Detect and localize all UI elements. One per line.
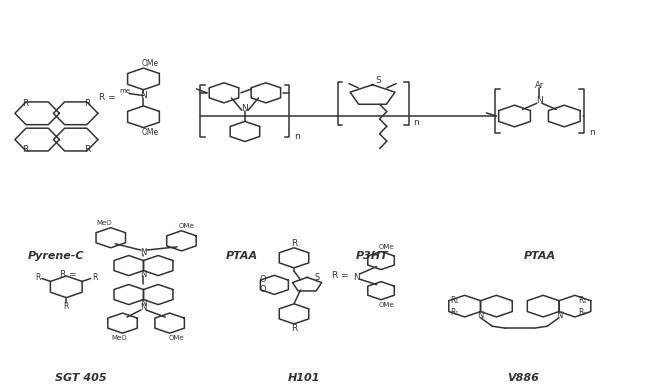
Text: H101: H101 xyxy=(288,374,320,383)
Text: me: me xyxy=(119,88,131,94)
Text: Rₙ: Rₙ xyxy=(579,308,587,317)
Text: R: R xyxy=(291,239,297,248)
Text: OMe: OMe xyxy=(168,335,184,341)
Text: N: N xyxy=(141,299,147,308)
Text: N: N xyxy=(556,311,562,320)
Text: R: R xyxy=(92,273,97,282)
Text: R: R xyxy=(22,99,28,108)
Text: MeO: MeO xyxy=(112,335,127,341)
Text: PTAA: PTAA xyxy=(226,251,257,261)
Text: R: R xyxy=(84,145,90,154)
Text: PTAA: PTAA xyxy=(523,251,556,261)
Text: N: N xyxy=(141,248,147,257)
Text: R =: R = xyxy=(99,93,116,102)
Text: OMe: OMe xyxy=(141,128,158,137)
Text: OMe: OMe xyxy=(179,223,195,229)
Text: N: N xyxy=(536,96,543,105)
Text: R: R xyxy=(63,301,69,310)
Text: N: N xyxy=(141,270,147,279)
Text: R: R xyxy=(291,324,297,333)
Text: N: N xyxy=(353,273,360,282)
Text: OMe: OMe xyxy=(141,58,158,67)
Text: n: n xyxy=(294,132,300,141)
Text: N: N xyxy=(140,91,147,100)
Text: S: S xyxy=(376,76,381,85)
Text: R₁: R₁ xyxy=(450,296,458,305)
Text: MeO: MeO xyxy=(96,220,112,226)
Text: N: N xyxy=(141,303,147,312)
Text: R: R xyxy=(35,273,41,282)
Text: Pyrene-C: Pyrene-C xyxy=(28,251,84,261)
Text: n: n xyxy=(589,128,595,137)
Text: N: N xyxy=(242,104,248,113)
Text: S: S xyxy=(315,273,320,282)
Text: R₁: R₁ xyxy=(579,296,587,305)
Text: P3HT: P3HT xyxy=(356,251,389,261)
Text: N: N xyxy=(477,311,484,320)
Text: O: O xyxy=(259,285,266,294)
Text: OMe: OMe xyxy=(378,302,394,309)
Text: R =: R = xyxy=(332,271,348,280)
Text: R₁: R₁ xyxy=(450,308,458,317)
Text: OMe: OMe xyxy=(378,243,394,250)
Text: R: R xyxy=(84,99,90,108)
Text: V886: V886 xyxy=(507,374,539,383)
Text: R =: R = xyxy=(60,270,77,279)
Text: n: n xyxy=(414,118,419,127)
Text: R: R xyxy=(22,145,28,154)
Text: O: O xyxy=(259,275,266,284)
Text: SGT 405: SGT 405 xyxy=(55,374,107,383)
Text: Ar: Ar xyxy=(535,81,544,90)
